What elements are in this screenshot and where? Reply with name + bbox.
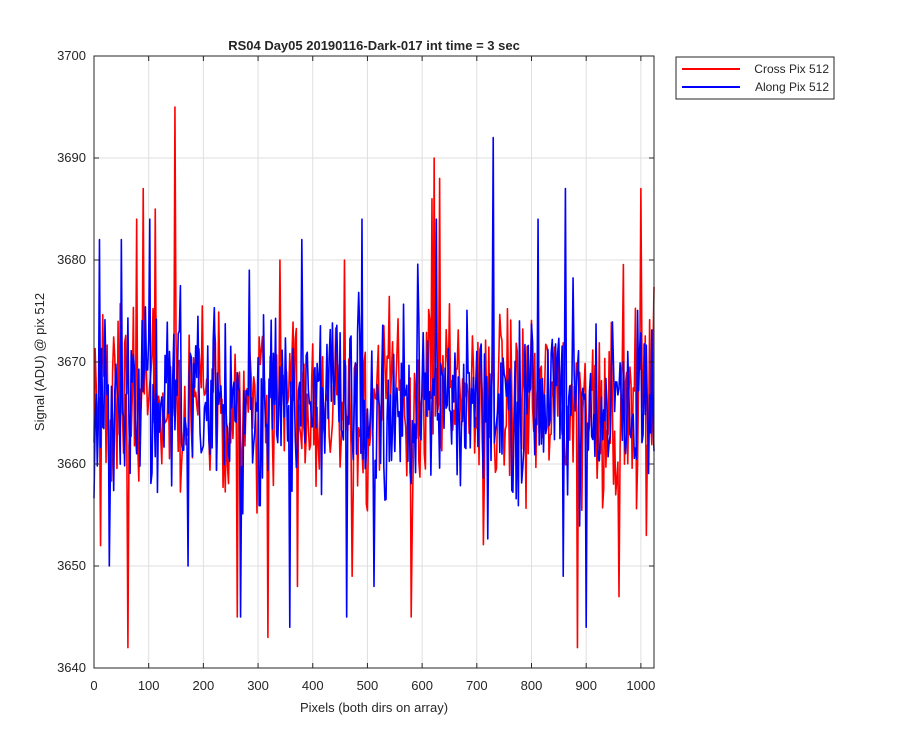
x-tick-label: 400 [302,678,324,693]
y-tick-label: 3650 [57,558,86,573]
y-tick-label: 3680 [57,252,86,267]
x-tick-label: 0 [90,678,97,693]
y-tick-label: 3660 [57,456,86,471]
x-tick-label: 200 [193,678,215,693]
x-tick-label: 900 [575,678,597,693]
y-tick-label: 3690 [57,150,86,165]
y-tick-label: 3670 [57,354,86,369]
x-tick-label: 800 [521,678,543,693]
x-tick-label: 1000 [626,678,655,693]
legend-label-cross: Cross Pix 512 [754,62,829,76]
x-tick-label: 100 [138,678,160,693]
legend-box [675,56,835,100]
series-line-1 [93,136,655,629]
x-tick-label: 500 [357,678,379,693]
series-layer [93,106,655,649]
legend: Cross Pix 512 Along Pix 512 [675,56,835,100]
x-tick-label: 300 [247,678,269,693]
x-axis-label: Pixels (both dirs on array) [300,700,448,715]
x-tick-label: 600 [411,678,433,693]
y-axis-label: Signal (ADU) @ pix 512 [32,293,47,431]
legend-label-along: Along Pix 512 [755,80,829,94]
y-tick-label: 3700 [57,48,86,63]
x-tick-label: 700 [466,678,488,693]
axis-ticks: 0 100 200 300 400 500 600 700 800 900 1000 3640 3650… [57,48,655,693]
y-tick-label: 3640 [57,660,86,675]
chart-title: RS04 Day05 20190116-Dark-017 int time = … [228,38,520,53]
